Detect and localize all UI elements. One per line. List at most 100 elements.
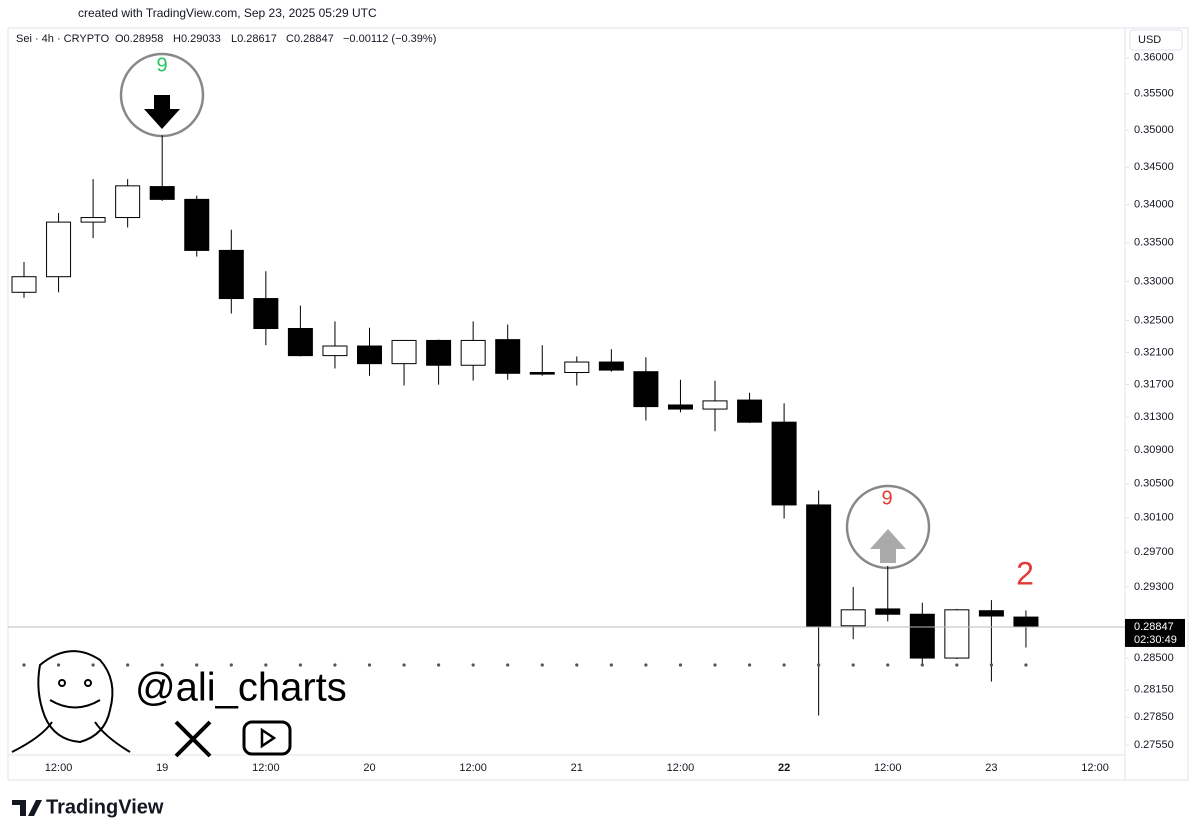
candle-body xyxy=(46,221,72,278)
y-tick-label: 0.30900 xyxy=(1134,444,1174,456)
y-tick-label: 0.30500 xyxy=(1134,478,1174,490)
candle-body xyxy=(598,361,624,371)
x-tick-label: 12:00 xyxy=(45,762,73,774)
candle-body xyxy=(702,400,728,410)
y-tick-label: 0.35500 xyxy=(1134,88,1174,100)
candle-body xyxy=(184,198,210,251)
candle-body xyxy=(771,421,797,506)
y-tick-label: 0.34500 xyxy=(1134,161,1174,173)
candle-body xyxy=(909,613,935,659)
x-tick-label: 21 xyxy=(571,762,583,774)
signal-dot xyxy=(402,663,406,667)
x-logo xyxy=(174,720,212,758)
y-tick-label: 0.27550 xyxy=(1134,739,1174,751)
signal-dot xyxy=(678,663,683,667)
signal-dot xyxy=(886,663,890,667)
x-tick-label: 12:00 xyxy=(1081,762,1109,774)
candle-body xyxy=(11,276,37,293)
x-tick-label: 22 xyxy=(778,762,790,774)
signal-dot xyxy=(298,663,302,667)
x-tick-label: 23 xyxy=(985,762,997,774)
y-tick-label: 0.29300 xyxy=(1134,581,1174,593)
signal-dot xyxy=(506,663,510,667)
candle-body xyxy=(564,361,590,374)
y-tick-label: 0.35000 xyxy=(1134,124,1174,136)
candle-body xyxy=(978,610,1004,617)
candle-body xyxy=(149,186,175,200)
y-tick-label: 0.36000 xyxy=(1134,52,1174,64)
y-tick-label: 0.32100 xyxy=(1134,346,1174,358)
candle-body xyxy=(287,328,313,357)
annotation: 9 xyxy=(881,487,892,509)
symbol: Sei · 4h · CRYPTO xyxy=(16,33,110,45)
candle-body xyxy=(495,339,521,374)
y-tick-label: 0.31700 xyxy=(1134,379,1174,391)
signal-dot xyxy=(333,663,337,667)
signal-dot xyxy=(540,663,544,667)
y-tick-label: 0.33000 xyxy=(1134,275,1174,287)
currency[interactable]: USD xyxy=(1138,34,1161,46)
signal-dot xyxy=(264,663,268,667)
candle-body xyxy=(944,609,970,659)
brand-logo xyxy=(12,800,42,816)
y-tick-label: 0.27850 xyxy=(1134,711,1174,723)
signal-dot xyxy=(644,663,648,667)
price-tag-label: 0.28847 xyxy=(1134,621,1174,633)
credit: created with TradingView.com, Sep 23, 20… xyxy=(78,6,377,20)
annotation: 2 xyxy=(1016,555,1034,591)
price-tag xyxy=(1125,618,1185,647)
x-tick-label: 12:00 xyxy=(874,762,902,774)
ohlc-close: C0.28847 xyxy=(286,33,334,45)
candle-body xyxy=(460,339,486,366)
signal-dot xyxy=(609,663,613,667)
arrow-down xyxy=(144,95,180,129)
signal-dot xyxy=(782,663,786,667)
youtube-play xyxy=(260,727,277,749)
watermark-handle: @ali_charts xyxy=(135,666,347,710)
candle-body xyxy=(218,249,244,300)
signal-dot xyxy=(575,663,579,667)
youtube-logo xyxy=(242,720,292,756)
y-tick-label: 0.28500 xyxy=(1134,652,1174,664)
candle-body xyxy=(253,298,279,330)
signal-dot xyxy=(471,663,475,667)
y-tick-label: 0.33500 xyxy=(1134,237,1174,249)
candle-body xyxy=(357,345,382,365)
arrow-up xyxy=(870,529,906,563)
countdown: 02:30:49 xyxy=(1134,634,1177,646)
candle-body xyxy=(391,339,417,365)
signal-dot xyxy=(437,663,441,667)
signal-dot xyxy=(56,663,61,667)
currency-box[interactable] xyxy=(1129,29,1183,51)
signal-dot xyxy=(955,663,959,667)
candle-body xyxy=(875,608,901,615)
y-tick-label: 0.29700 xyxy=(1134,546,1174,558)
signal-dot xyxy=(160,663,164,667)
signal-dot xyxy=(91,663,95,667)
signal-dot xyxy=(713,663,717,667)
ohlc-low: L0.28617 xyxy=(231,33,277,45)
candle-body xyxy=(806,504,832,628)
candle-body xyxy=(840,609,866,627)
x-tick-label: 12:00 xyxy=(252,762,280,774)
ohlc-high: H0.29033 xyxy=(173,33,221,45)
signal-dot xyxy=(747,663,752,667)
signal-dot xyxy=(367,663,372,667)
candle-body xyxy=(667,404,693,410)
x-tick-label: 19 xyxy=(156,762,168,774)
signal-dot xyxy=(989,663,994,667)
signal-dot xyxy=(920,663,924,667)
y-tick-label: 0.28150 xyxy=(1134,684,1174,696)
y-tick-label: 0.34000 xyxy=(1134,199,1174,211)
candle-body xyxy=(633,371,659,408)
candle-body xyxy=(80,217,106,223)
brand: TradingView xyxy=(46,796,164,818)
signal-dot xyxy=(229,663,233,667)
frame xyxy=(7,27,1189,781)
x-tick-label: 20 xyxy=(363,762,375,774)
x-tick-label: 12:00 xyxy=(667,762,695,774)
annotation: 9 xyxy=(156,54,167,76)
candle-body xyxy=(426,339,452,366)
